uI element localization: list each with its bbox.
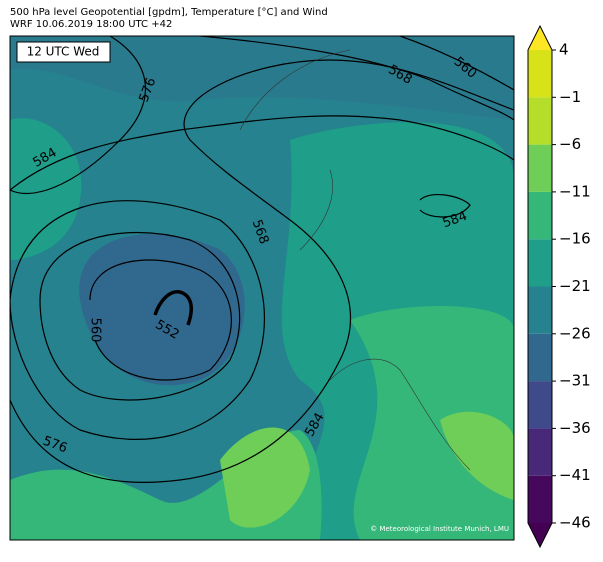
contour-label: 560 (88, 318, 103, 343)
coastlines (239, 49, 471, 471)
temp-area (440, 411, 514, 500)
colorbar-tick-label: −1 (559, 88, 581, 106)
colorbar-band (528, 239, 552, 287)
colorbar-extend-min (528, 523, 552, 547)
colorbar-tick-label: −36 (559, 419, 591, 437)
subtitle: WRF 10.06.2019 18:00 UTC +42 (10, 19, 172, 30)
colorbar-tick-label: −21 (559, 277, 591, 295)
colorbar-tick-label: −16 (559, 230, 591, 248)
map-frame (9, 35, 515, 541)
temp-area (350, 306, 514, 540)
colorbar-tick-label: −41 (559, 466, 591, 484)
colorbar-band (528, 97, 552, 145)
colorbar-band (528, 144, 552, 192)
time-box (16, 41, 111, 63)
colorbar-band (528, 381, 552, 429)
colorbar-tick-label: −26 (559, 324, 591, 342)
title: 500 hPa level Geopotential [gpdm], Tempe… (10, 7, 328, 18)
temp-area (220, 427, 310, 528)
temp-area (10, 36, 514, 120)
colorbar-tick-label: −31 (559, 372, 591, 390)
map: 12 UTC Wed © Meteorological Institute Mu… (9, 35, 515, 541)
colorbar-tick-label: 4 (559, 41, 569, 59)
temp-area (10, 118, 82, 260)
colorbar-band (528, 286, 552, 334)
colorbar-band (528, 50, 552, 98)
colorbar-tick-label: −11 (559, 182, 591, 200)
contours (10, 36, 514, 483)
colorbar-band (528, 191, 552, 240)
credit: © Meteorological Institute Munich, LMU (370, 525, 509, 533)
colorbar-tick-label: −46 (559, 514, 591, 532)
colorbar-band (528, 475, 552, 523)
contour-minimum (153, 290, 193, 326)
colorbar-band (528, 428, 552, 476)
time-label: 12 UTC Wed (27, 45, 100, 59)
colorbar-tick-label: −6 (559, 135, 581, 153)
colorbar-band (528, 333, 552, 382)
colorbar-extend-max (528, 26, 552, 50)
